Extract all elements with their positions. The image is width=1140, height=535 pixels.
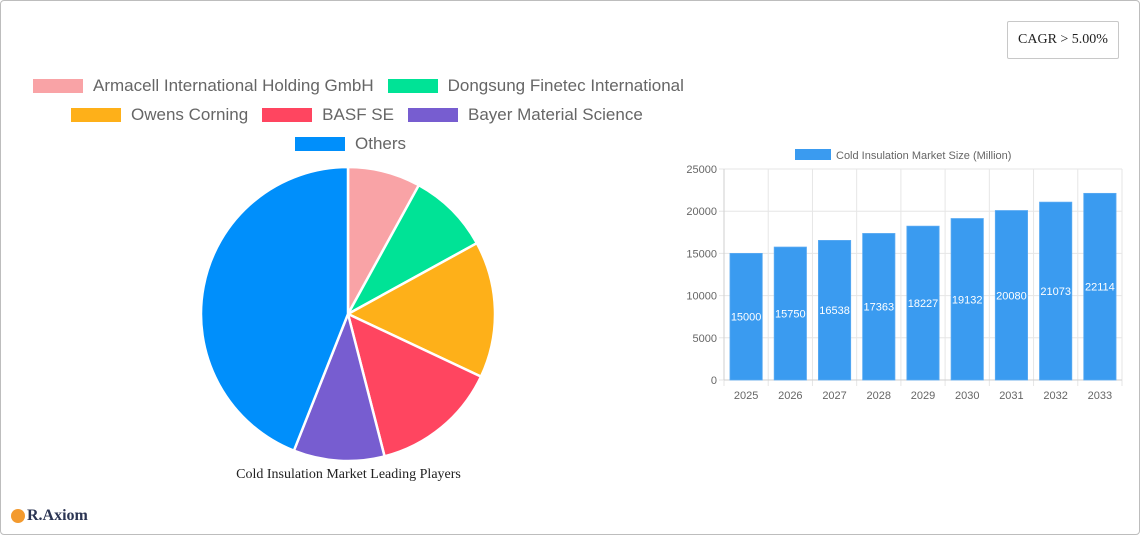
bar-value-label: 17363 bbox=[863, 302, 894, 314]
legend-item-owens-corning[interactable]: Owens Corning bbox=[71, 105, 248, 125]
bar-value-label: 20080 bbox=[996, 290, 1027, 302]
x-tick-label: 2031 bbox=[999, 390, 1023, 402]
y-tick-label: 25000 bbox=[686, 164, 717, 176]
pie-legend-row-3: Others bbox=[295, 134, 420, 154]
y-tick-label: 20000 bbox=[686, 206, 717, 218]
bar[interactable] bbox=[1083, 192, 1117, 381]
x-tick-label: 2032 bbox=[1043, 390, 1067, 402]
bar-value-label: 21073 bbox=[1040, 286, 1071, 298]
legend-swatch bbox=[407, 108, 458, 122]
bar-legend-swatch bbox=[795, 149, 831, 160]
bar[interactable] bbox=[994, 210, 1028, 381]
bar[interactable] bbox=[862, 233, 896, 381]
bar[interactable] bbox=[906, 225, 940, 381]
logo-chart-icon bbox=[11, 509, 25, 523]
bar[interactable] bbox=[729, 252, 763, 381]
legend-item-dongsung[interactable]: Dongsung Finetec International bbox=[387, 76, 684, 96]
cagr-badge: CAGR > 5.00% bbox=[1007, 21, 1119, 59]
x-tick-label: 2030 bbox=[955, 390, 979, 402]
bar-value-label: 19132 bbox=[952, 294, 983, 306]
bar-value-label: 22114 bbox=[1085, 282, 1115, 294]
bar-value-label: 16538 bbox=[819, 305, 850, 317]
pie-chart-title: Cold Insulation Market Leading Players bbox=[236, 467, 461, 482]
bar-value-label: 15000 bbox=[731, 312, 762, 324]
pie-legend-row-1: Armacell International Holding GmbH Dong… bbox=[33, 76, 698, 96]
pie-legend-row-2: Owens Corning BASF SE Bayer Material Sci… bbox=[71, 105, 657, 125]
x-tick-label: 2033 bbox=[1088, 390, 1112, 402]
x-tick-label: 2027 bbox=[822, 390, 846, 402]
bar[interactable] bbox=[818, 240, 852, 381]
x-tick-label: 2025 bbox=[734, 390, 758, 402]
legend-item-bayer[interactable]: Bayer Material Science bbox=[407, 105, 643, 125]
bar-value-label: 15750 bbox=[775, 309, 806, 321]
bar[interactable] bbox=[950, 218, 984, 381]
bar-value-label: 18227 bbox=[908, 298, 939, 310]
x-tick-label: 2029 bbox=[911, 390, 935, 402]
bar[interactable] bbox=[773, 246, 807, 381]
legend-item-basf[interactable]: BASF SE bbox=[262, 105, 394, 125]
x-tick-label: 2026 bbox=[778, 390, 802, 402]
legend-item-armacell[interactable]: Armacell International Holding GmbH bbox=[33, 76, 374, 96]
legend-swatch bbox=[262, 108, 313, 122]
legend-swatch bbox=[71, 108, 121, 122]
y-tick-label: 15000 bbox=[686, 248, 717, 260]
y-tick-label: 10000 bbox=[686, 291, 717, 303]
logo: R.Axiom bbox=[11, 507, 88, 525]
y-tick-label: 0 bbox=[711, 375, 717, 387]
y-tick-label: 5000 bbox=[693, 333, 717, 345]
bar-legend-label: Cold Insulation Market Size (Million) bbox=[836, 150, 1011, 162]
legend-swatch bbox=[33, 79, 83, 93]
bar[interactable] bbox=[1039, 201, 1073, 381]
legend-item-others[interactable]: Others bbox=[295, 134, 406, 154]
x-tick-label: 2028 bbox=[867, 390, 891, 402]
legend-swatch bbox=[387, 79, 438, 93]
legend-swatch bbox=[295, 137, 345, 151]
